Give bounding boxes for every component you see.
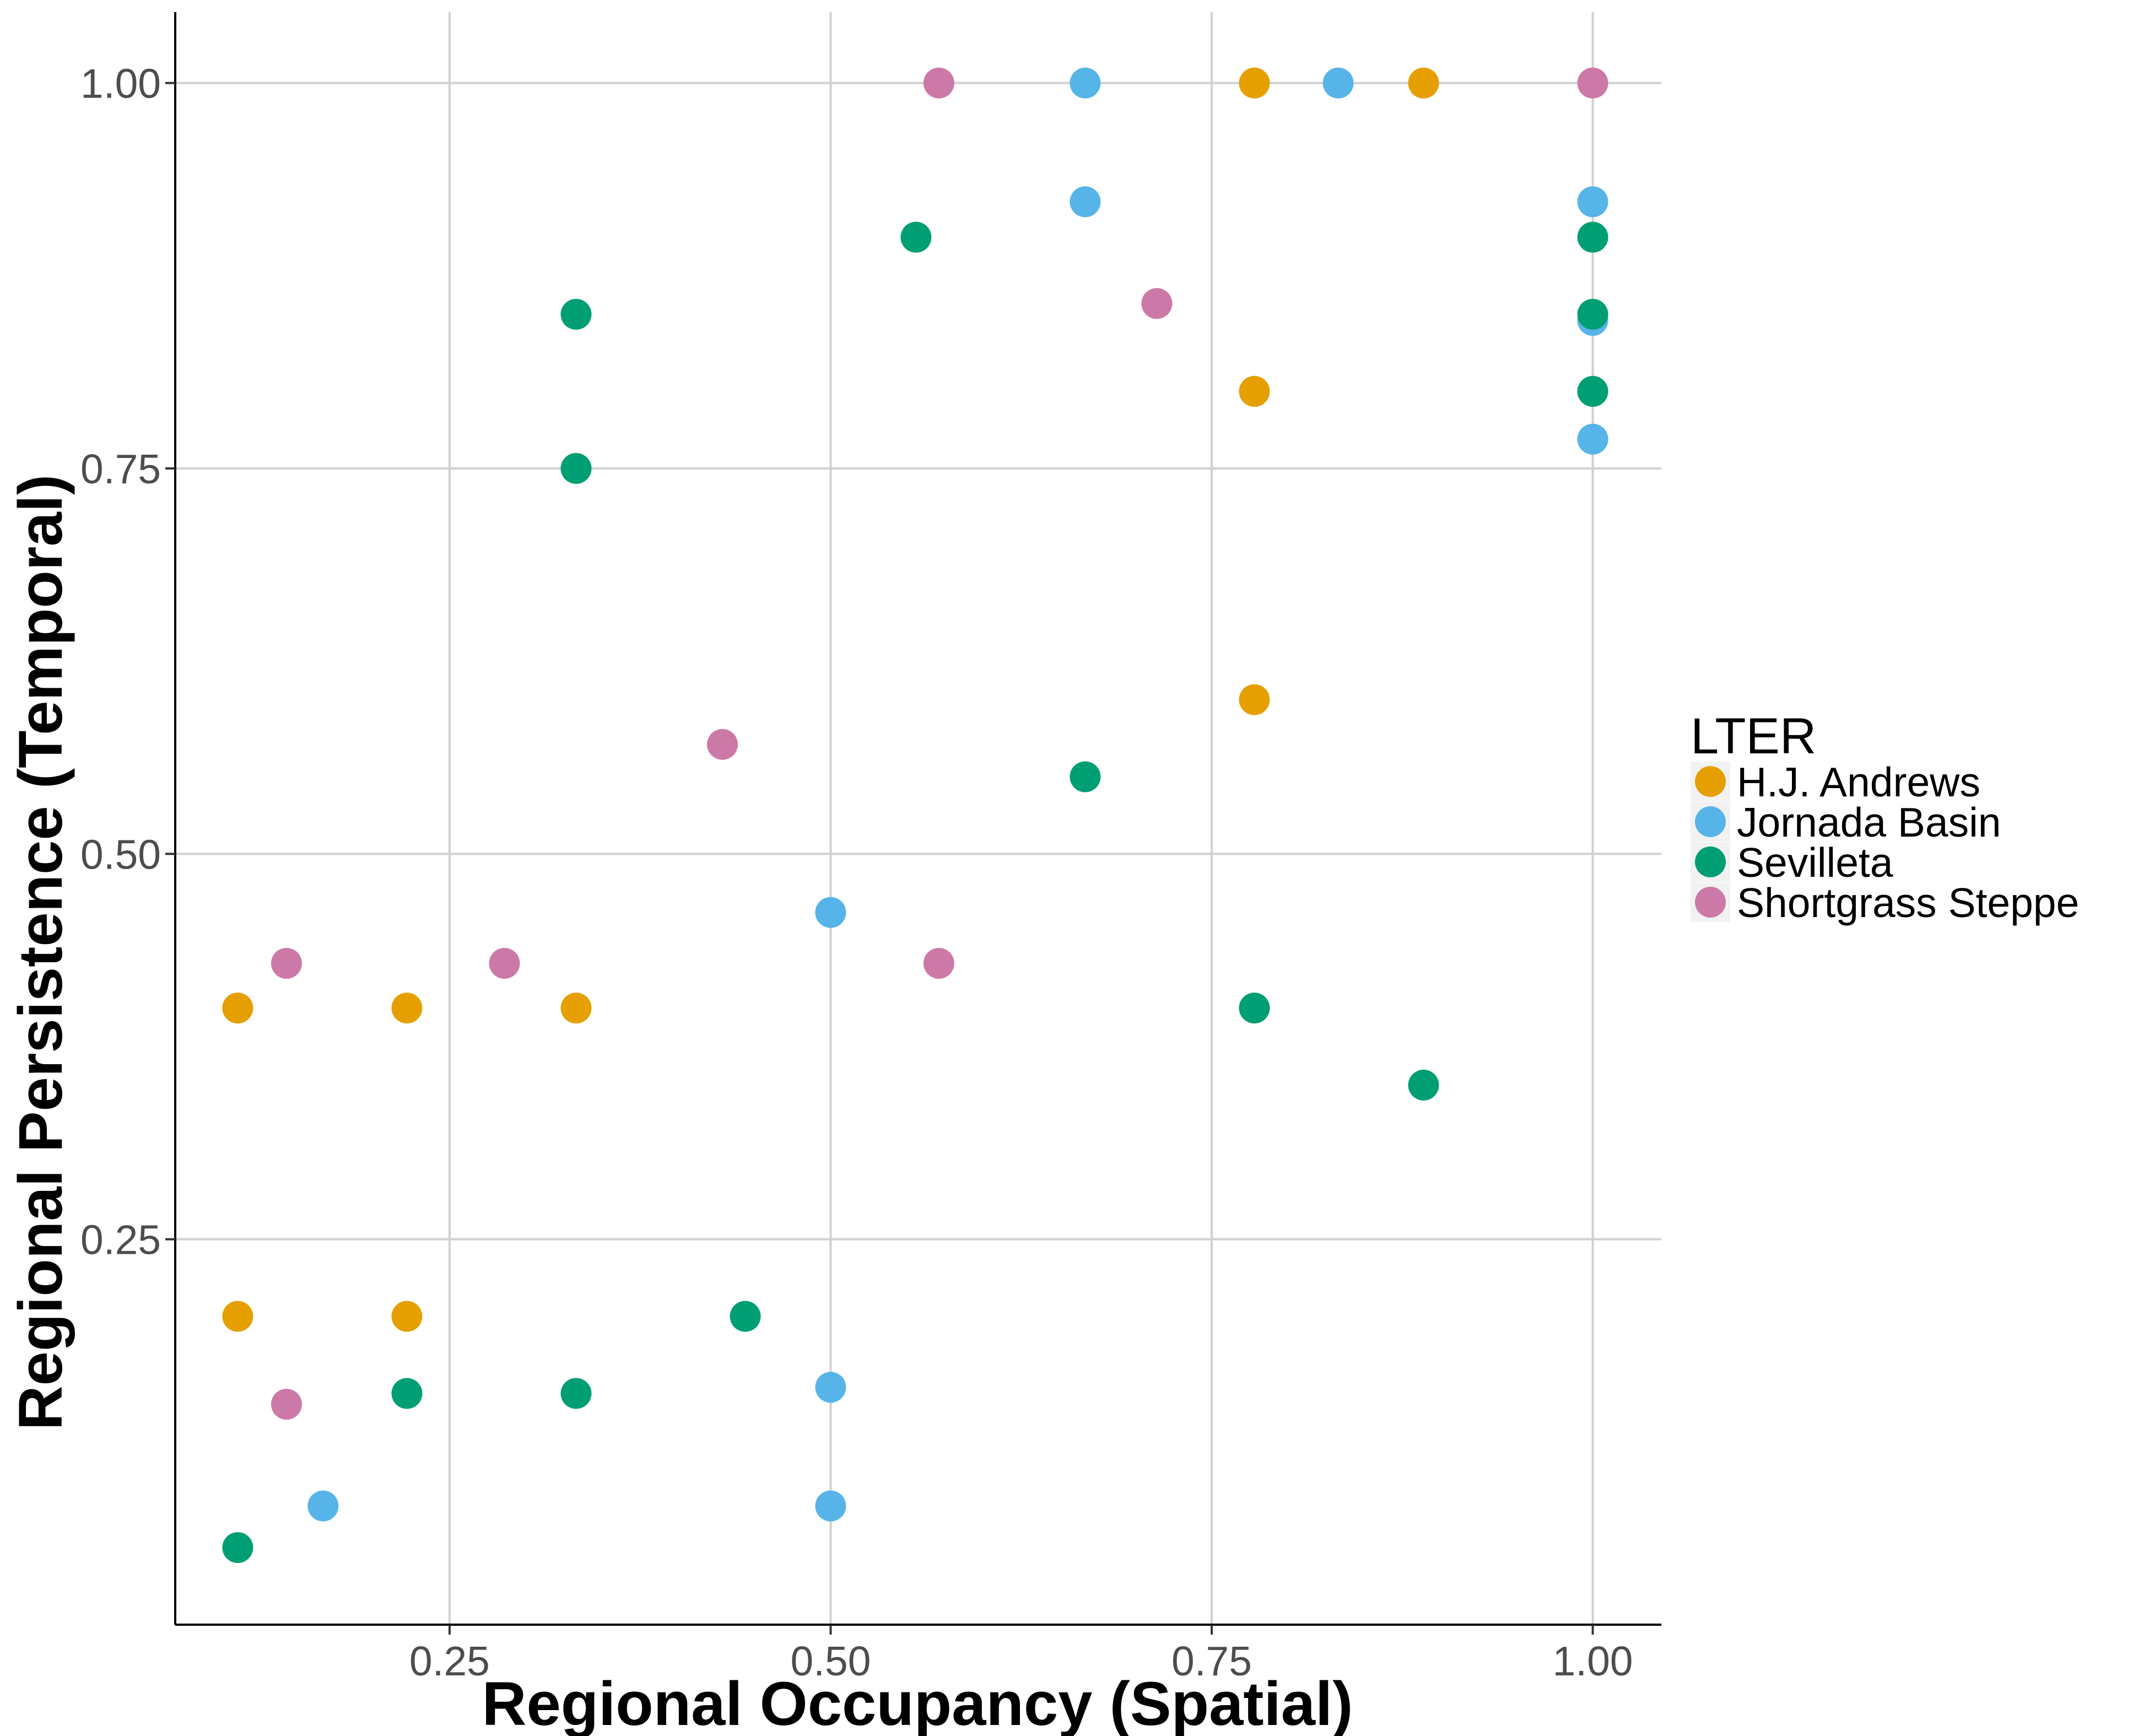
point-3-7: [1577, 67, 1608, 99]
legend-title: LTER: [1691, 708, 1816, 764]
point-0-1: [222, 1301, 253, 1332]
gridlines: [175, 12, 1661, 1625]
legend-label-0: H.J. Andrews: [1737, 759, 1980, 805]
x-tick-label-3: 1.00: [1553, 1638, 1633, 1684]
point-1-1: [815, 897, 846, 928]
legend-key-3: [1695, 887, 1726, 918]
legend-label-1: Jornada Basin: [1737, 799, 2001, 845]
y-tick-label-0: 0.25: [80, 1217, 161, 1263]
point-1-6: [1322, 67, 1354, 99]
point-2-11: [1577, 299, 1608, 330]
point-0-8: [1408, 67, 1439, 99]
point-1-7: [1577, 186, 1608, 218]
point-0-0: [222, 993, 253, 1024]
point-3-5: [923, 947, 954, 979]
point-3-2: [489, 947, 520, 979]
point-2-12: [1577, 376, 1608, 407]
point-2-4: [560, 1378, 592, 1409]
point-0-6: [1239, 376, 1270, 407]
point-1-9: [1577, 423, 1608, 455]
point-1-0: [307, 1490, 339, 1522]
point-0-5: [1239, 67, 1270, 99]
point-3-4: [923, 67, 954, 99]
point-1-2: [815, 1372, 846, 1403]
point-2-7: [1070, 761, 1101, 792]
y-tick-label-1: 0.50: [80, 831, 161, 877]
x-tick-label-0: 0.25: [409, 1638, 490, 1684]
point-1-5: [1070, 186, 1101, 218]
point-2-0: [222, 1532, 253, 1564]
point-2-9: [1408, 1069, 1439, 1101]
x-tick-label-2: 0.75: [1171, 1638, 1252, 1684]
legend-key-0: [1695, 766, 1726, 797]
point-0-4: [560, 993, 592, 1024]
point-2-10: [1577, 222, 1608, 253]
series-jornada-basin: [307, 67, 1608, 1522]
y-axis-title: Regional Persistence (Temporal): [6, 475, 75, 1430]
point-2-3: [560, 453, 592, 484]
y-tick-label-2: 0.75: [80, 446, 161, 492]
y-axis-ticks: 0.25 0.50 0.75 1.00: [80, 61, 175, 1263]
point-2-2: [560, 299, 592, 330]
x-axis-ticks: 0.25 0.50 0.75 1.00: [409, 1625, 1633, 1684]
y-tick-label-3: 1.00: [80, 61, 161, 107]
point-0-7: [1239, 684, 1270, 715]
point-3-3: [707, 729, 738, 760]
legend-label-2: Sevilleta: [1737, 839, 1893, 886]
point-0-3: [391, 1301, 423, 1332]
legend-key-2: [1695, 847, 1726, 877]
legend-key-1: [1695, 806, 1726, 837]
point-2-8: [1239, 993, 1270, 1024]
series-sevilleta: [222, 222, 1608, 1564]
series-shortgrass-steppe: [271, 67, 1608, 1420]
axes: [174, 12, 1661, 1626]
data-points: [222, 67, 1608, 1564]
x-axis-title: Regional Occupancy (Spatial): [482, 1669, 1353, 1736]
series-h-j-andrews: [222, 67, 1439, 1332]
point-1-4: [1070, 67, 1101, 99]
x-tick-label-1: 0.50: [790, 1638, 871, 1684]
point-3-1: [271, 1388, 302, 1420]
point-2-5: [730, 1301, 761, 1332]
point-3-0: [271, 947, 302, 979]
point-3-6: [1141, 288, 1173, 319]
point-2-1: [391, 1378, 423, 1409]
point-1-3: [815, 1490, 846, 1522]
point-0-2: [391, 993, 423, 1024]
point-2-6: [900, 222, 932, 253]
legend-label-3: Shortgrass Steppe: [1737, 880, 2079, 926]
